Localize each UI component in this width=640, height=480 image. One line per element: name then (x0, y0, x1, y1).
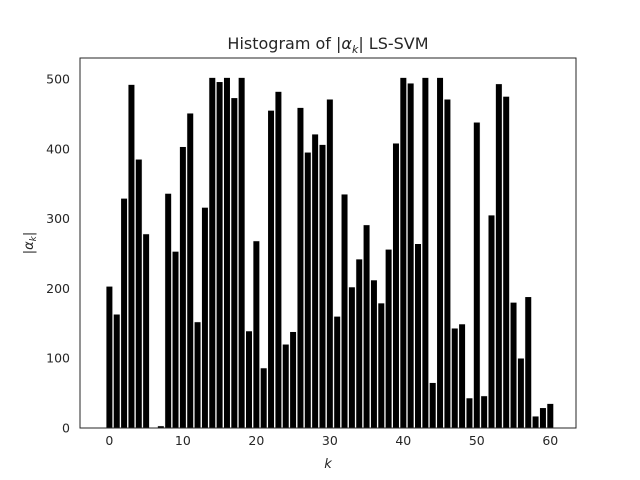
bar-k-27 (304, 151, 312, 429)
x-axis-label: k (324, 457, 332, 472)
bar-k-22 (267, 110, 275, 429)
bar-k-59 (539, 407, 547, 429)
x-tick-label: 30 (322, 433, 338, 448)
bar-k-57 (524, 296, 532, 429)
y-tick-label: 400 (46, 141, 70, 156)
bar-k-4 (135, 158, 143, 429)
bar-k-37 (377, 302, 385, 429)
chart-title: Histogram of |αk| LS-SVM (227, 34, 428, 56)
bar-k-52 (487, 214, 496, 429)
bar-k-3 (127, 84, 136, 429)
bar-k-18 (238, 77, 246, 429)
y-tick-label: 500 (46, 71, 70, 86)
bar-k-55 (509, 302, 518, 429)
bar-k-33 (348, 286, 356, 429)
bar-k-31 (333, 316, 341, 429)
y-tick-label: 300 (46, 211, 70, 226)
bar-k-2 (120, 198, 128, 429)
bar-k-36 (370, 279, 378, 429)
bar-k-17 (230, 97, 238, 429)
bar-k-44 (429, 382, 437, 429)
y-tick-label: 0 (62, 421, 70, 436)
bar-k-43 (421, 77, 429, 429)
bar-k-40 (399, 77, 407, 429)
bar-k-34 (355, 258, 363, 429)
bar-k-48 (458, 323, 466, 429)
bar-k-14 (208, 77, 216, 429)
bar-k-53 (495, 83, 503, 429)
bar-k-1 (113, 313, 121, 429)
bar-k-30 (326, 98, 334, 429)
bar-k-50 (473, 121, 481, 429)
bar-k-32 (340, 193, 349, 429)
bar-k-9 (171, 251, 180, 429)
bar-k-46 (443, 98, 452, 429)
x-tick-label: 40 (395, 433, 411, 448)
bar-k-26 (296, 107, 305, 429)
x-axis-ticks: 0 10 20 30 40 50 60 (105, 433, 558, 448)
plot-area-frame (79, 57, 577, 429)
bar-k-13 (201, 207, 209, 429)
bar-k-25 (289, 331, 297, 429)
bar-k-54 (502, 96, 510, 429)
bar-k-56 (517, 357, 525, 429)
bar-k-49 (465, 397, 474, 429)
bar-k-10 (179, 146, 187, 429)
bar-k-41 (407, 82, 415, 429)
bar-k-0 (105, 285, 113, 429)
bar-k-19 (245, 330, 253, 429)
bar-k-16 (223, 77, 231, 429)
bar-k-39 (392, 142, 400, 429)
y-tick-label: 200 (46, 281, 70, 296)
bar-k-45 (436, 77, 444, 429)
bar-k-60 (546, 403, 554, 429)
bar-k-24 (282, 343, 290, 429)
bar-k-8 (164, 193, 172, 429)
x-tick-label: 0 (105, 433, 113, 448)
x-tick-label: 50 (469, 433, 485, 448)
bar-k-20 (252, 240, 260, 429)
bar-k-51 (480, 395, 488, 429)
bar-k-12 (193, 321, 202, 429)
x-tick-label: 60 (542, 433, 558, 448)
y-axis-ticks: 0 100 200 300 400 500 (46, 71, 70, 435)
bar-k-5 (142, 233, 150, 429)
bar-k-35 (362, 224, 371, 429)
bar-k-42 (414, 243, 422, 429)
x-tick-label: 20 (248, 433, 264, 448)
bar-k-28 (311, 133, 319, 429)
bar-k-21 (260, 367, 268, 429)
bar-k-29 (318, 144, 327, 429)
bar-k-23 (274, 91, 283, 429)
y-axis-label: |αk| (22, 232, 39, 255)
x-tick-label: 10 (175, 433, 191, 448)
y-tick-label: 100 (46, 351, 70, 366)
bar-k-58 (531, 415, 540, 429)
bar-k-15 (216, 81, 224, 429)
bar-k-38 (385, 248, 393, 429)
bar-k-11 (186, 112, 194, 429)
bar-k-47 (451, 327, 459, 429)
